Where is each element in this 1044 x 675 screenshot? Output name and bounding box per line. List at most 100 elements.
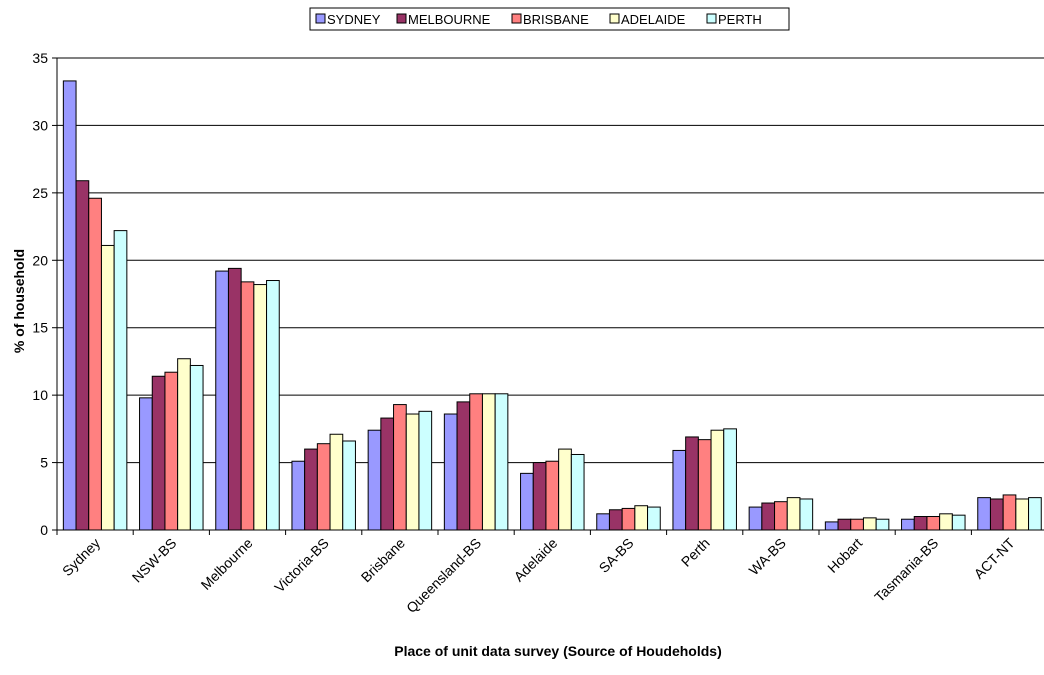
bar-sydney-sydney bbox=[62, 80, 77, 531]
bar-adelaide-adelaide bbox=[558, 448, 572, 531]
y-tick-label: 35 bbox=[32, 50, 48, 66]
bar-adelaide-melbourne bbox=[253, 284, 268, 531]
bar-adelaide-sydney bbox=[100, 244, 115, 531]
bar-perth-hobart bbox=[875, 518, 890, 531]
x-category-label: Queensland-BS bbox=[403, 535, 484, 616]
bar-adelaide-queensland-bs bbox=[481, 393, 496, 531]
bar-sydney-melbourne bbox=[215, 270, 229, 531]
bar-adelaide-perth bbox=[710, 429, 725, 531]
axes bbox=[56, 58, 1044, 531]
bar-melbourne-queensland-bs bbox=[456, 401, 471, 531]
x-category-label: Victoria-BS bbox=[271, 535, 332, 596]
x-category-label: WA-BS bbox=[746, 535, 789, 578]
bar-brisbane-hobart bbox=[850, 518, 864, 531]
bar-brisbane-sydney bbox=[88, 197, 102, 531]
bar-perth-queensland-bs bbox=[494, 393, 509, 531]
bar-sydney-wa-bs bbox=[748, 506, 763, 531]
bar-perth-victoria-bs bbox=[342, 440, 356, 531]
bar-brisbane-nsw-bs bbox=[164, 371, 179, 531]
legend-label-adelaide: ADELAIDE bbox=[621, 12, 686, 27]
bar-brisbane-perth bbox=[697, 439, 712, 531]
bar-perth-sa-bs bbox=[647, 506, 661, 531]
bar-adelaide-victoria-bs bbox=[329, 433, 344, 531]
bar-sydney-nsw-bs bbox=[139, 397, 153, 531]
bar-adelaide-brisbane bbox=[405, 413, 420, 531]
bar-sydney-adelaide bbox=[520, 472, 534, 531]
x-axis-title: Place of unit data survey (Source of Hou… bbox=[394, 643, 722, 659]
x-category-label: Melbourne bbox=[198, 535, 256, 593]
bar-sydney-sa-bs bbox=[596, 513, 610, 531]
x-category-label: NSW-BS bbox=[129, 535, 180, 586]
bar-adelaide-sa-bs bbox=[634, 505, 649, 531]
bar-sydney-brisbane bbox=[367, 429, 382, 531]
x-category-label: Hobart bbox=[824, 535, 865, 576]
y-tick-label: 5 bbox=[40, 455, 48, 471]
bar-brisbane-sa-bs bbox=[621, 507, 636, 531]
bar-melbourne-tasmania-bs bbox=[913, 516, 928, 531]
bar-perth-tasmania-bs bbox=[951, 514, 966, 531]
bar-melbourne-perth bbox=[685, 436, 699, 531]
bar-adelaide-wa-bs bbox=[786, 497, 801, 531]
x-category-label: Adelaide bbox=[511, 535, 561, 585]
y-tick-label: 25 bbox=[32, 185, 48, 201]
bar-perth-adelaide bbox=[570, 453, 585, 531]
bar-sydney-victoria-bs bbox=[291, 460, 306, 531]
bar-melbourne-nsw-bs bbox=[151, 375, 166, 531]
bar-brisbane-tasmania-bs bbox=[926, 516, 941, 531]
legend-box bbox=[309, 7, 790, 31]
bar-brisbane-melbourne bbox=[240, 281, 255, 531]
bar-melbourne-brisbane bbox=[380, 417, 395, 531]
bar-melbourne-victoria-bs bbox=[304, 448, 318, 531]
bar-adelaide-hobart bbox=[862, 517, 877, 531]
bar-sydney-act-nt bbox=[977, 497, 991, 531]
y-tick-label: 15 bbox=[32, 320, 48, 336]
bar-melbourne-adelaide bbox=[532, 462, 547, 531]
bar-brisbane-wa-bs bbox=[774, 501, 788, 531]
bar-brisbane-victoria-bs bbox=[316, 443, 331, 531]
bar-brisbane-queensland-bs bbox=[469, 393, 483, 531]
bar-perth-act-nt bbox=[1028, 497, 1042, 531]
bar-adelaide-tasmania-bs bbox=[939, 513, 953, 531]
legend-label-sydney: SYDNEY bbox=[327, 12, 381, 27]
bar-sydney-queensland-bs bbox=[443, 413, 458, 531]
x-category-label: Brisbane bbox=[358, 535, 409, 586]
bar-perth-sydney bbox=[113, 230, 128, 531]
bar-perth-perth bbox=[723, 428, 737, 531]
x-category-label: Tasmania-BS bbox=[871, 535, 941, 605]
legend: SYDNEY MELBOURNE BRISBANE ADELAIDE PERTH bbox=[309, 7, 790, 31]
bar-melbourne-wa-bs bbox=[761, 502, 776, 531]
legend-swatch-adelaide bbox=[609, 13, 620, 24]
bar-sydney-tasmania-bs bbox=[901, 518, 915, 531]
x-category-label: Sydney bbox=[59, 535, 103, 579]
y-tick-label: 10 bbox=[32, 387, 48, 403]
bar-brisbane-brisbane bbox=[393, 404, 407, 531]
bar-melbourne-act-nt bbox=[989, 498, 1004, 531]
bar-melbourne-hobart bbox=[837, 518, 852, 531]
bar-sydney-hobart bbox=[824, 521, 839, 531]
y-tick-label: 30 bbox=[32, 117, 48, 133]
bar-perth-nsw-bs bbox=[189, 364, 204, 531]
y-tick-label: 0 bbox=[40, 522, 48, 538]
bar-melbourne-sa-bs bbox=[608, 509, 623, 531]
x-category-label: Perth bbox=[678, 535, 713, 570]
legend-swatch-brisbane bbox=[511, 13, 522, 24]
bar-brisbane-adelaide bbox=[545, 460, 560, 531]
bar-brisbane-act-nt bbox=[1002, 494, 1017, 531]
legend-swatch-sydney bbox=[315, 13, 326, 24]
x-axis-categories: Sydney NSW-BS Melbourne Victoria-BS Brisbane… bbox=[56, 530, 1018, 616]
x-category-label: SA-BS bbox=[596, 535, 637, 576]
legend-label-brisbane: BRISBANE bbox=[523, 12, 589, 27]
y-axis-ticks: 0 5 10 15 20 25 30 35 bbox=[32, 50, 57, 538]
bar-melbourne-sydney bbox=[75, 180, 90, 531]
bar-adelaide-act-nt bbox=[1015, 498, 1030, 531]
bar-adelaide-nsw-bs bbox=[177, 358, 191, 531]
gridlines bbox=[57, 57, 1044, 464]
bar-melbourne-melbourne bbox=[227, 267, 242, 531]
legend-label-perth: PERTH bbox=[718, 12, 762, 27]
legend-swatch-melbourne bbox=[396, 13, 407, 24]
y-tick-label: 20 bbox=[32, 252, 48, 268]
x-category-label: ACT-NT bbox=[971, 534, 1018, 581]
bar-perth-wa-bs bbox=[799, 498, 814, 531]
legend-swatch-perth bbox=[706, 13, 717, 24]
y-axis-title: % of household bbox=[11, 249, 27, 353]
